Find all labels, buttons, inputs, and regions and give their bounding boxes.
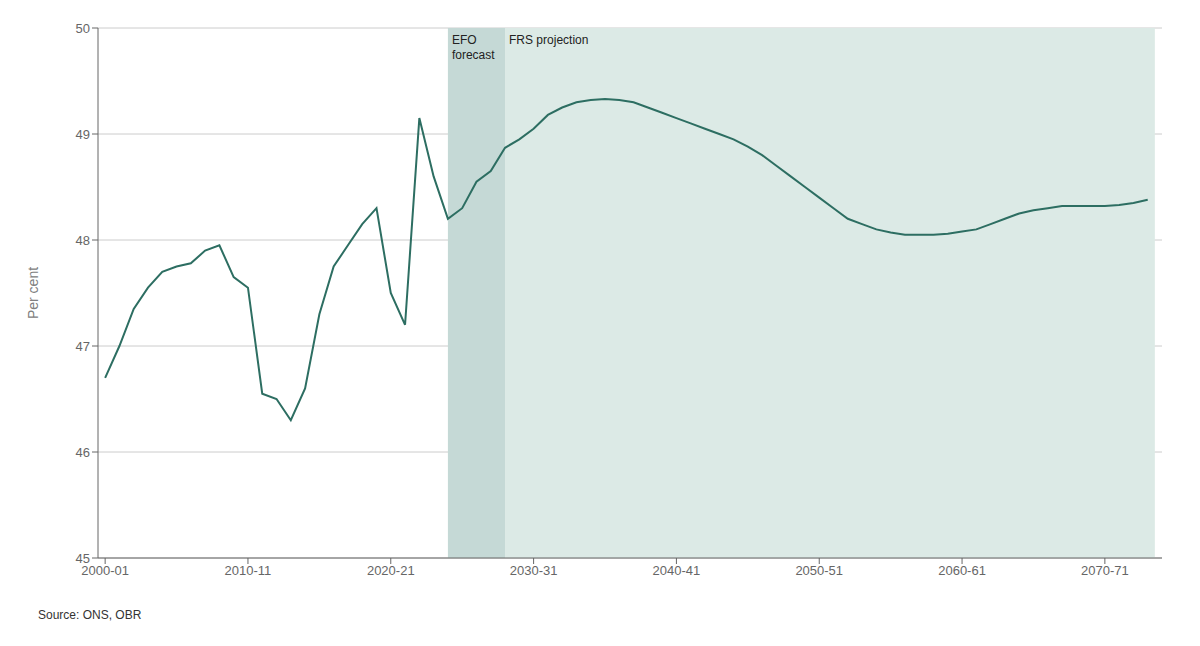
svg-text:49: 49 — [76, 127, 90, 142]
svg-text:EFOforecast: EFOforecast — [452, 33, 495, 62]
svg-text:2070-71: 2070-71 — [1081, 563, 1129, 578]
svg-text:2030-31: 2030-31 — [510, 563, 558, 578]
svg-text:2000-01: 2000-01 — [81, 563, 129, 579]
svg-text:45: 45 — [76, 551, 90, 566]
svg-text:Per cent: Per cent — [25, 267, 41, 319]
svg-text:46: 46 — [76, 445, 90, 460]
svg-text:2010-11: 2010-11 — [225, 563, 272, 578]
svg-text:48: 48 — [76, 233, 90, 248]
svg-text:FRS projection: FRS projection — [509, 33, 588, 47]
svg-text:2020-21: 2020-21 — [367, 563, 415, 578]
svg-text:2040-41: 2040-41 — [653, 563, 701, 578]
html-text:Source: ONS, OBR: Source: ONS, OBR — [38, 608, 142, 622]
svg-text:50: 50 — [76, 21, 90, 36]
svg-text:2050-51: 2050-51 — [795, 563, 843, 578]
svg-text:47: 47 — [76, 339, 90, 354]
svg-text:2060-61: 2060-61 — [938, 563, 986, 578]
